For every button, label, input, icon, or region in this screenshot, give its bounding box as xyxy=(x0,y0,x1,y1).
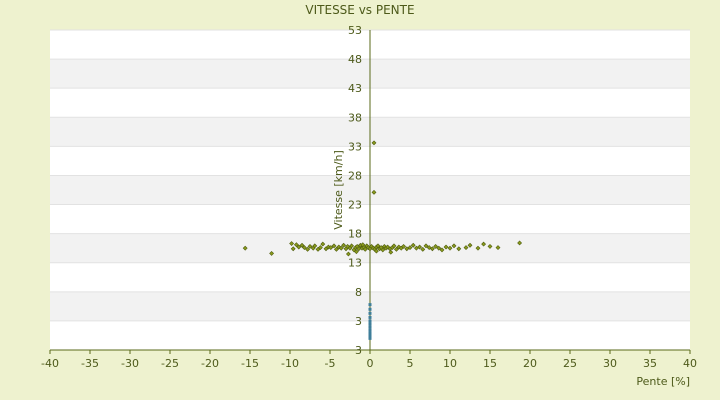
data-point xyxy=(307,244,313,249)
data-point xyxy=(429,246,435,252)
y-tick-label: 3 xyxy=(355,344,362,357)
data-point xyxy=(380,247,386,253)
data-point xyxy=(338,245,344,251)
x-tick-label: 40 xyxy=(683,357,697,370)
data-point xyxy=(451,243,457,249)
y-tick-label: 8 xyxy=(355,286,362,299)
chart-title: VITESSE vs PENTE xyxy=(305,3,414,17)
y-tick-label: 13 xyxy=(348,257,362,270)
data-point xyxy=(368,303,372,307)
data-point xyxy=(317,245,323,251)
data-point xyxy=(447,245,453,251)
data-point xyxy=(269,250,275,256)
data-point xyxy=(375,243,381,249)
data-point xyxy=(368,315,372,319)
x-tick-label: 15 xyxy=(483,357,497,370)
data-point xyxy=(328,245,334,251)
x-axis-label: Pente [%] xyxy=(636,375,690,388)
data-point xyxy=(368,333,372,337)
data-point xyxy=(420,246,426,252)
x-tick-label: -10 xyxy=(281,357,299,370)
data-point xyxy=(290,246,296,252)
y-axis-label: Vitesse [km/h] xyxy=(332,150,345,230)
data-point xyxy=(475,245,481,251)
data-point xyxy=(368,331,372,335)
x-tick-label: 0 xyxy=(367,357,374,370)
y-tick-label: 48 xyxy=(348,53,362,66)
x-tick-label: -20 xyxy=(201,357,219,370)
data-point xyxy=(368,325,372,329)
data-point xyxy=(410,242,416,248)
x-tick-label: -5 xyxy=(325,357,336,370)
y-tick-label: 38 xyxy=(348,111,362,124)
y-tick-label: 28 xyxy=(348,169,362,182)
x-tick-label: -35 xyxy=(81,357,99,370)
data-point xyxy=(433,244,439,249)
data-point xyxy=(305,246,311,252)
x-tick-label: 25 xyxy=(563,357,577,370)
data-point xyxy=(368,322,372,326)
data-point xyxy=(242,245,248,251)
data-point xyxy=(417,244,423,250)
data-point xyxy=(517,240,523,246)
data-point xyxy=(368,307,372,311)
y-tick-label: 18 xyxy=(348,228,362,241)
data-point xyxy=(360,242,366,248)
data-point xyxy=(312,243,318,249)
x-tick-label: 35 xyxy=(643,357,657,370)
data-point xyxy=(388,249,394,255)
data-point xyxy=(393,246,399,252)
data-point xyxy=(301,245,307,251)
y-tick-label: 33 xyxy=(348,140,362,153)
data-point xyxy=(320,241,326,247)
data-point xyxy=(362,246,368,252)
data-point xyxy=(289,241,295,246)
data-point xyxy=(463,245,469,251)
x-tick-label: 10 xyxy=(443,357,457,370)
x-tick-label: 30 xyxy=(603,357,617,370)
y-tick-label: 53 xyxy=(348,24,362,37)
data-point xyxy=(439,247,445,253)
data-point xyxy=(423,243,429,249)
x-tick-labels: -40 -35 -30 -25 -20 -15 -10 -5 0 5 10 15 20 25 30 35 40 xyxy=(41,350,697,370)
data-point xyxy=(368,328,372,332)
data-point xyxy=(371,140,377,146)
data-point xyxy=(391,243,397,249)
data-point xyxy=(443,244,449,250)
data-point xyxy=(331,243,337,249)
data-point xyxy=(456,246,462,252)
data-point xyxy=(345,251,351,257)
data-point xyxy=(401,244,407,249)
data-point xyxy=(467,242,473,248)
x-tick-label: 5 xyxy=(407,357,414,370)
data-point xyxy=(373,248,379,254)
x-tick-label: -40 xyxy=(41,357,59,370)
data-point xyxy=(481,241,487,247)
x-tick-label: -30 xyxy=(121,357,139,370)
data-point xyxy=(341,242,347,248)
x-tick-label: -15 xyxy=(241,357,259,370)
data-point xyxy=(368,336,372,340)
data-point xyxy=(487,244,493,249)
data-point xyxy=(349,243,355,249)
data-point xyxy=(353,249,359,255)
y-tick-label: 3 xyxy=(355,315,362,328)
data-point xyxy=(436,245,442,251)
data-point xyxy=(293,242,299,248)
y-tick-label: 23 xyxy=(348,199,362,212)
x-tick-label: 20 xyxy=(523,357,537,370)
data-point xyxy=(299,242,305,248)
data-point xyxy=(368,311,372,315)
y-tick-label: 43 xyxy=(348,82,362,95)
x-tick-label: -25 xyxy=(161,357,179,370)
data-point xyxy=(407,245,413,251)
data-point xyxy=(368,319,372,323)
data-point xyxy=(296,244,302,250)
data-point xyxy=(333,246,339,252)
data-point xyxy=(495,245,501,251)
data-points xyxy=(242,140,523,340)
data-point xyxy=(371,189,377,195)
